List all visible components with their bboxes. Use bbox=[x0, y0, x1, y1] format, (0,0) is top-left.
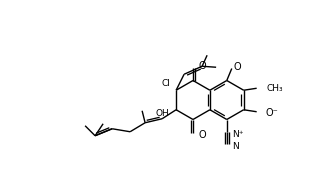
Text: Cl: Cl bbox=[162, 79, 171, 88]
Text: O: O bbox=[198, 129, 206, 139]
Text: N: N bbox=[232, 142, 239, 151]
Text: O: O bbox=[198, 61, 206, 71]
Text: OH: OH bbox=[155, 109, 169, 118]
Text: O⁻: O⁻ bbox=[266, 108, 278, 118]
Text: CH₃: CH₃ bbox=[267, 84, 283, 93]
Text: O: O bbox=[234, 62, 242, 71]
Text: N⁺: N⁺ bbox=[232, 130, 243, 139]
